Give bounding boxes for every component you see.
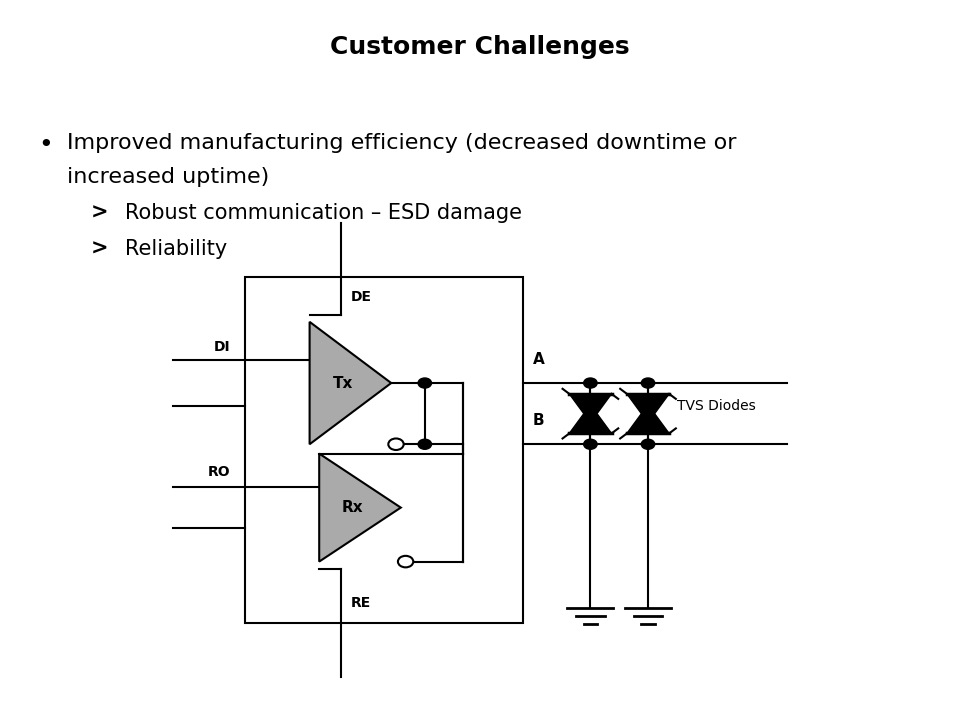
Text: Rx: Rx — [342, 500, 363, 515]
Text: RE: RE — [350, 596, 371, 610]
Text: Improved manufacturing efficiency (decreased downtime or: Improved manufacturing efficiency (decre… — [67, 133, 736, 153]
Circle shape — [584, 378, 597, 388]
Text: Robust communication – ESD damage: Robust communication – ESD damage — [125, 203, 522, 223]
Circle shape — [418, 378, 432, 388]
Circle shape — [584, 439, 597, 449]
Text: RO: RO — [207, 465, 230, 479]
Circle shape — [641, 439, 655, 449]
Polygon shape — [319, 454, 400, 562]
Text: •: • — [38, 133, 53, 157]
Text: increased uptime): increased uptime) — [67, 167, 270, 187]
Text: >: > — [91, 203, 108, 223]
Text: DI: DI — [214, 341, 230, 354]
Text: Customer Challenges: Customer Challenges — [330, 35, 630, 59]
Text: TVS Diodes: TVS Diodes — [677, 400, 756, 413]
Circle shape — [641, 378, 655, 388]
Text: Tx: Tx — [332, 376, 353, 390]
Text: B: B — [533, 413, 544, 428]
Bar — [245, 277, 523, 623]
Polygon shape — [569, 405, 612, 433]
Text: Reliability: Reliability — [125, 239, 228, 259]
Circle shape — [388, 438, 404, 450]
Circle shape — [418, 439, 432, 449]
Circle shape — [397, 556, 413, 567]
Polygon shape — [627, 394, 669, 423]
Polygon shape — [627, 405, 669, 433]
Text: A: A — [533, 352, 544, 367]
Text: >: > — [91, 239, 108, 259]
Polygon shape — [309, 322, 392, 444]
Polygon shape — [569, 394, 612, 423]
Text: DE: DE — [350, 290, 372, 304]
